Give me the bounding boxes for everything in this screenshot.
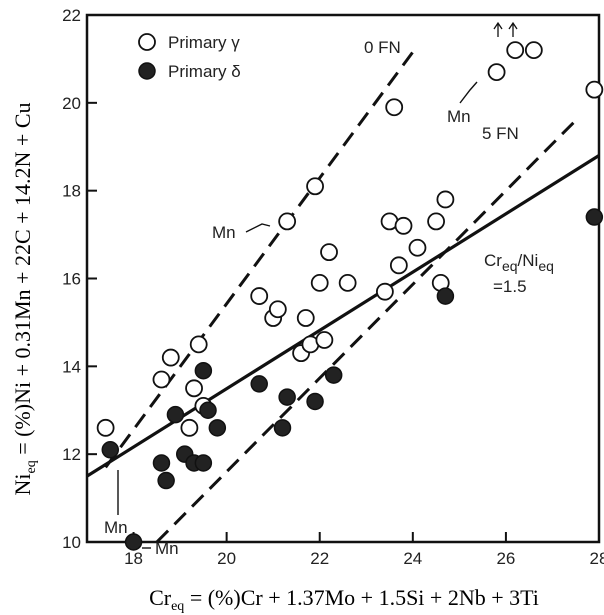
- primary-delta-point: [273, 419, 292, 437]
- arrow-up-2: [508, 21, 518, 37]
- primary-gamma-point: [185, 379, 203, 398]
- primary-gamma-point: [315, 331, 334, 349]
- x-tick-label: 20: [217, 549, 236, 568]
- zero-fn-label: 0 FN: [364, 38, 401, 57]
- ratio-label-line2: =1.5: [493, 277, 527, 296]
- primary-delta-point: [199, 401, 217, 419]
- x-axis-title: Creq = (%)Cr + 1.37Mo + 1.5Si + 2Nb + 3T…: [149, 585, 539, 614]
- primary-gamma-point: [278, 212, 297, 231]
- x-axis-ticks: 18 20 22 24 26 28: [124, 532, 604, 568]
- primary-delta-point: [585, 208, 604, 226]
- primary-delta-point: [324, 366, 343, 384]
- primary-delta-point: [101, 441, 120, 459]
- primary-delta-point: [152, 454, 171, 472]
- primary-gamma-point: [524, 41, 543, 60]
- primary-gamma-point: [189, 335, 208, 354]
- primary-gamma-point: [338, 273, 357, 292]
- mn-label-upper-right: Mn: [447, 107, 471, 126]
- mn-leader-upper-left: [245, 223, 271, 233]
- primary-gamma-point: [152, 370, 171, 389]
- x-tick-label: 22: [310, 549, 329, 568]
- y-tick-label: 12: [62, 445, 81, 464]
- primary-delta-point: [278, 388, 296, 406]
- primary-gamma-point: [487, 63, 506, 81]
- primary-gamma-point: [436, 190, 455, 209]
- y-tick-label: 22: [62, 6, 81, 25]
- primary-gamma-point: [320, 243, 338, 262]
- arrow-up-1: [493, 21, 503, 37]
- five-fn-label: 5 FN: [482, 124, 519, 143]
- primary-gamma-point: [180, 418, 199, 437]
- x-tick-label: 24: [403, 549, 422, 568]
- primary-delta-point: [194, 454, 213, 472]
- primary-gamma-point: [585, 80, 604, 99]
- primary-gamma-series: [96, 41, 604, 437]
- primary-delta-point: [250, 375, 268, 393]
- legend-gamma-marker: [138, 33, 156, 51]
- primary-delta-point: [166, 405, 185, 424]
- primary-delta-point: [306, 392, 324, 411]
- primary-gamma-point: [296, 309, 315, 327]
- primary-gamma-point: [408, 238, 427, 257]
- mn-leader-upper-right: [459, 81, 478, 104]
- primary-delta-point: [208, 419, 227, 437]
- y-tick-label: 20: [62, 94, 81, 113]
- x-tick-label: 18: [124, 549, 143, 568]
- x-tick-label: 28: [590, 549, 604, 568]
- annotations: 0 FN 5 FN Creq/Nieq =1.5 Mn Mn Mn Mn: [104, 21, 554, 558]
- y-axis-ticks: 10 12 14 16 18 20 22: [62, 6, 97, 552]
- primary-delta-point: [124, 533, 143, 551]
- legend: Primary γ Primary δ: [138, 33, 241, 81]
- y-tick-label: 16: [62, 270, 81, 289]
- x-tick-label: 26: [496, 549, 515, 568]
- primary-gamma-point: [389, 256, 408, 275]
- mn-label-lower-right: Mn: [155, 539, 179, 558]
- primary-gamma-point: [385, 98, 404, 117]
- legend-delta-marker: [138, 62, 156, 80]
- primary-delta-series: [101, 208, 604, 551]
- ratio-label-line1: Creq/Nieq: [484, 251, 554, 274]
- y-tick-label: 10: [62, 533, 81, 552]
- primary-gamma-point: [427, 212, 445, 231]
- reference-line-0: [104, 44, 419, 469]
- primary-gamma-point: [375, 282, 394, 301]
- primary-delta-point: [194, 361, 213, 380]
- primary-gamma-point: [96, 418, 115, 437]
- legend-delta-label: Primary δ: [168, 62, 241, 81]
- y-axis-title: Nieq = (%)Ni + 0.31Mn + 22C + 14.2N + Cu: [10, 102, 39, 495]
- primary-delta-point: [436, 287, 455, 305]
- primary-gamma-point: [310, 273, 329, 292]
- reference-line-1: [155, 119, 577, 544]
- primary-gamma-point: [506, 41, 525, 60]
- primary-gamma-point: [306, 177, 324, 196]
- mn-label-lower-left: Mn: [104, 518, 128, 537]
- primary-gamma-point: [161, 348, 180, 367]
- primary-gamma-point: [250, 287, 269, 305]
- primary-gamma-point: [268, 300, 287, 319]
- primary-gamma-point: [394, 216, 413, 235]
- legend-gamma-label: Primary γ: [168, 33, 240, 52]
- y-tick-label: 14: [62, 357, 81, 376]
- reference-line-2: [86, 154, 600, 478]
- y-tick-label: 18: [62, 182, 81, 201]
- primary-delta-point: [157, 471, 175, 490]
- mn-label-upper-left: Mn: [212, 223, 236, 242]
